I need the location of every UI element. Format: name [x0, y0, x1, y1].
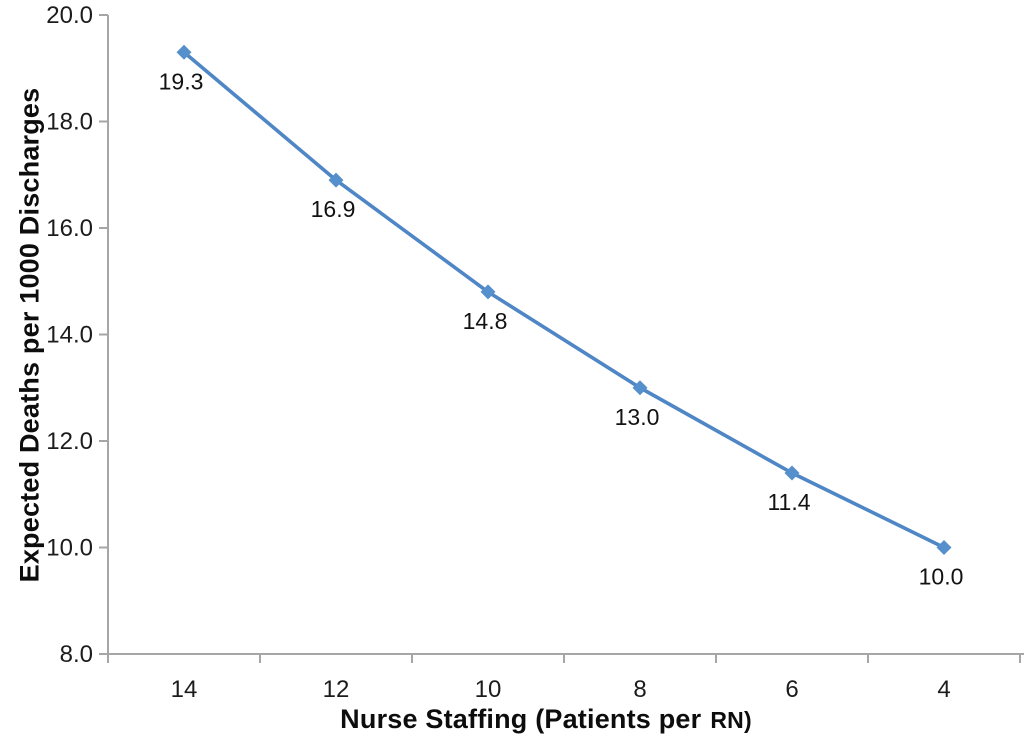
series-line — [182, 50, 946, 550]
x-tick-label: 4 — [937, 676, 950, 703]
y-tick-label: 12.0 — [46, 428, 93, 455]
y-tick-label: 16.0 — [46, 215, 93, 242]
data-label: 11.4 — [767, 489, 810, 515]
data-label: 13.0 — [615, 404, 660, 430]
x-tick-label: 6 — [785, 676, 798, 703]
data-point-marker — [480, 284, 496, 300]
data-label: 16.9 — [311, 196, 356, 222]
x-tick-label: 8 — [633, 676, 646, 703]
y-tick-label: 18.0 — [46, 109, 93, 136]
x-tick-label: 12 — [323, 676, 350, 703]
y-axis-title: Expected Deaths per 1000 Discharges — [14, 87, 45, 583]
data-label: 19.3 — [159, 68, 204, 94]
data-point-marker — [784, 465, 800, 481]
y-tick-label: 14.0 — [46, 322, 93, 349]
data-point-marker — [936, 540, 952, 555]
data-point-marker — [328, 172, 344, 188]
data-point-marker — [176, 44, 192, 60]
x-tick-label: 14 — [171, 676, 198, 703]
x-axis-title-main: Nurse Staffing (Patients per — [340, 704, 702, 734]
data-label: 10.0 — [919, 564, 964, 590]
x-axis-title-suffix: RN) — [710, 707, 752, 733]
data-label: 14.8 — [463, 308, 508, 334]
data-point-marker — [632, 380, 648, 396]
y-tick-label: 10.0 — [46, 535, 93, 562]
y-tick-label: 20.0 — [46, 2, 93, 29]
y-tick-label: 8.0 — [60, 641, 93, 668]
x-axis-title: Nurse Staffing (Patients per RN) — [66, 704, 1024, 735]
x-tick-label: 10 — [475, 676, 502, 703]
